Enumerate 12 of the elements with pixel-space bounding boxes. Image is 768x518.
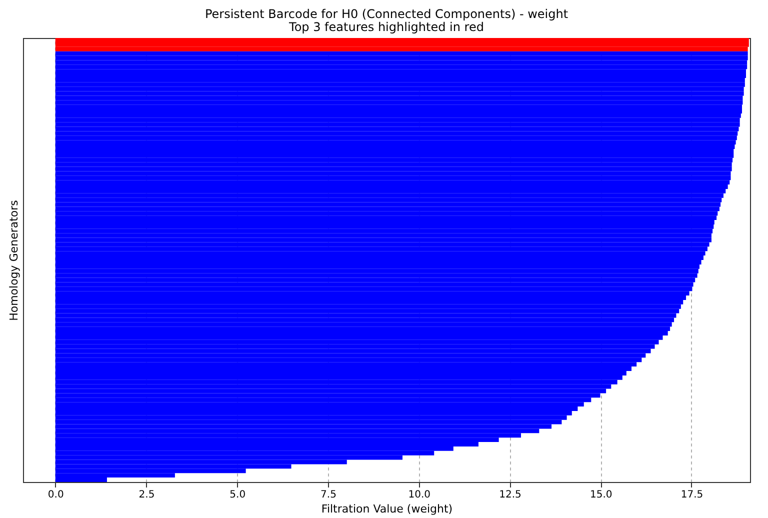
x-tick-label: 12.5 [499, 490, 522, 500]
chart-subtitle: Top 3 features highlighted in red [288, 20, 484, 34]
x-tick-label: 7.5 [320, 490, 336, 500]
x-tick-label: 2.5 [138, 490, 155, 500]
x-axis-title: Filtration Value (weight) [321, 502, 453, 516]
chart-title: Persistent Barcode for H0 (Connected Components) - weight [204, 7, 568, 21]
x-tick-label: 10.0 [408, 490, 430, 500]
x-tick-label: 0.0 [48, 490, 64, 500]
x-tick-label: 17.5 [680, 490, 704, 500]
x-tick-label: 5.0 [230, 490, 246, 500]
x-tick-label: 15.0 [590, 490, 612, 500]
y-axis-title: Homology Generators [8, 200, 20, 321]
